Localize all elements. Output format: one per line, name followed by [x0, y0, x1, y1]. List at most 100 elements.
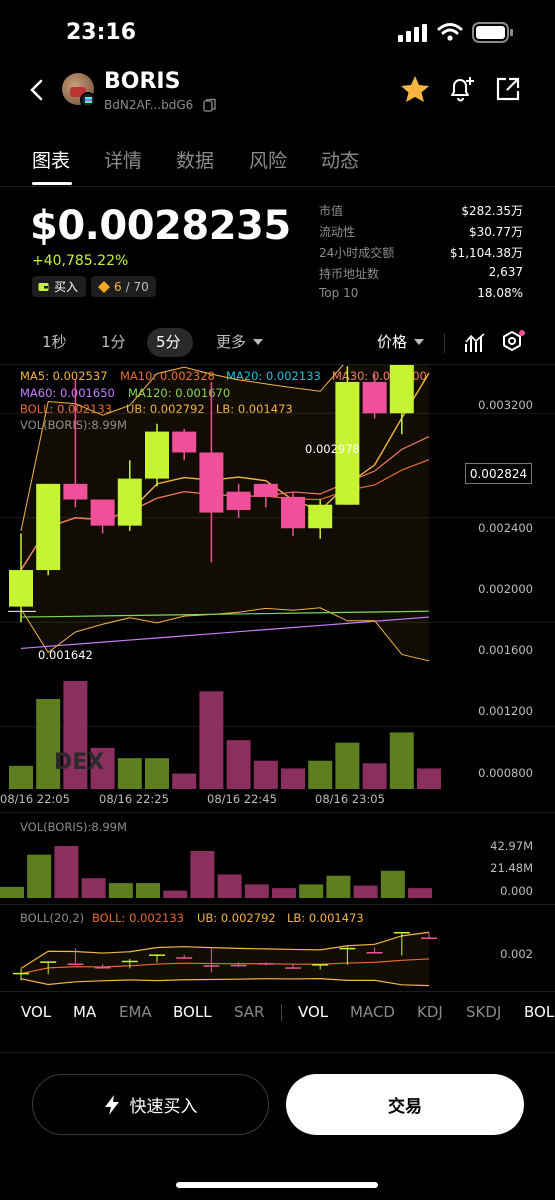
time-axis-label: 08/16 22:25	[99, 792, 169, 806]
stat-holders-label: 持币地址数	[319, 267, 380, 281]
status-time: 23:16	[66, 20, 137, 45]
indicator-ema[interactable]: EMA	[119, 1003, 152, 1021]
volume-sub-bar	[108, 883, 133, 898]
candle-body	[172, 431, 197, 453]
tab-active-indicator	[32, 182, 72, 185]
boll-sub-line	[20, 931, 430, 969]
price-axis-label: 0.000800	[478, 766, 533, 780]
volume-sub-bar	[27, 854, 52, 898]
boll-panel-ub: UB: 0.002792	[197, 911, 276, 925]
volume-chart	[0, 846, 432, 898]
timeframe-more[interactable]: 更多	[216, 333, 247, 351]
candle-body	[63, 483, 88, 500]
vol-axis-label: 21.48M	[490, 861, 533, 875]
risk-score-total: / 70	[125, 279, 149, 294]
chevron-down-icon	[414, 339, 424, 345]
divider	[0, 904, 555, 905]
price-alert-icon[interactable]	[448, 74, 476, 104]
ma120-line	[20, 610, 430, 618]
timeframe-active-pill	[147, 328, 193, 357]
indicator-ma[interactable]: MA	[73, 1003, 97, 1021]
volume-sub-bar	[244, 884, 269, 898]
volume-bar	[308, 760, 333, 789]
boll-panel-label: BOLL(20,2)	[20, 911, 85, 925]
indicator-macd[interactable]: MACD	[350, 1003, 395, 1021]
indicator-sar[interactable]: SAR	[234, 1003, 265, 1021]
price-type-select[interactable]: 价格	[377, 333, 408, 351]
timeframe-1m[interactable]: 1分	[101, 333, 126, 351]
candle-body	[389, 365, 414, 414]
divider	[0, 812, 555, 813]
signal-icon	[398, 24, 427, 42]
divider	[0, 186, 555, 187]
token-symbol: BORIS	[104, 69, 181, 94]
volume-bar	[226, 740, 251, 789]
indicator-sub-boll[interactable]: BOL	[524, 1003, 555, 1021]
current-price-tag: 0.002824	[465, 463, 532, 484]
volume-sub-bar	[353, 885, 378, 898]
ma10-line	[20, 436, 430, 571]
candle-body	[117, 478, 142, 526]
quick-buy-button[interactable]: 快速买入	[32, 1074, 269, 1135]
low-price-marker: 0.001642	[38, 648, 93, 662]
risk-score-badge[interactable]: 6 / 70	[91, 276, 156, 297]
favorite-star-icon[interactable]	[400, 75, 430, 103]
indicator-sub-vol[interactable]: VOL	[298, 1003, 329, 1021]
volume-bar	[63, 681, 88, 789]
timeframe-5m[interactable]: 5分	[156, 333, 181, 351]
divider	[281, 1004, 282, 1021]
legend-lb: LB: 0.001473	[216, 402, 293, 416]
high-price-marker: 0.002978	[305, 442, 360, 456]
candle-body	[308, 504, 333, 529]
volume-sub-bar	[163, 890, 188, 898]
stat-liquidity-value: $30.77万	[469, 225, 523, 239]
back-icon[interactable]	[28, 78, 46, 102]
volume-sub-bar	[272, 888, 296, 898]
legend-ma60: MA60: 0.001650	[20, 386, 115, 400]
tab-chart[interactable]: 图表	[32, 150, 71, 172]
candle-body	[145, 431, 169, 479]
lightning-icon	[104, 1094, 119, 1115]
volume-bar	[389, 732, 414, 789]
tab-details[interactable]: 详情	[104, 150, 143, 172]
indicator-kdj[interactable]: KDJ	[417, 1003, 443, 1021]
price-axis-label: 0.002000	[478, 582, 533, 596]
volume-bar	[9, 765, 33, 789]
stat-volume-label: 24小时成交额	[319, 246, 395, 260]
tab-risk[interactable]: 风险	[249, 150, 288, 172]
candlestick-chart[interactable]	[0, 365, 555, 790]
copy-icon[interactable]	[203, 98, 217, 112]
trade-button[interactable]: 交易	[286, 1074, 524, 1135]
price-axis-label: 0.001600	[478, 643, 533, 657]
candle-body	[253, 483, 278, 497]
volume-bar	[335, 742, 360, 789]
stat-market-cap-label: 市值	[319, 204, 344, 218]
indicator-skdj[interactable]: SKDJ	[466, 1003, 502, 1021]
wallet-icon	[38, 282, 49, 291]
share-icon[interactable]	[495, 76, 521, 102]
ma60-line	[20, 616, 430, 650]
settings-icon[interactable]	[500, 330, 526, 356]
buy-badge[interactable]: 买入	[32, 276, 87, 297]
volume-bar	[90, 747, 115, 789]
watermark: DEX	[54, 750, 105, 775]
indicator-chart-icon[interactable]	[464, 332, 486, 354]
indicator-vol[interactable]: VOL	[21, 1003, 52, 1021]
vol-axis-label: 42.97M	[490, 839, 533, 853]
stat-top10-value: 18.08%	[477, 286, 523, 300]
volume-sub-bar	[136, 883, 160, 898]
boll-panel-lb: LB: 0.001473	[287, 911, 364, 925]
tab-data[interactable]: 数据	[176, 150, 215, 172]
legend-ma20: MA20: 0.002133	[226, 369, 321, 383]
boll-upper-line	[20, 365, 344, 531]
price-axis-label: 0.001200	[478, 704, 533, 718]
volume-sub-bar	[190, 850, 215, 898]
timeframe-1s[interactable]: 1秒	[42, 333, 67, 351]
tab-activity[interactable]: 动态	[321, 150, 360, 172]
candle-body	[36, 483, 61, 571]
candle-body	[226, 491, 251, 510]
volume-sub-bar	[299, 884, 324, 898]
indicator-boll[interactable]: BOLL	[173, 1003, 212, 1021]
divider	[0, 364, 555, 365]
legend-vol: VOL(BORIS):8.99M	[20, 418, 127, 432]
